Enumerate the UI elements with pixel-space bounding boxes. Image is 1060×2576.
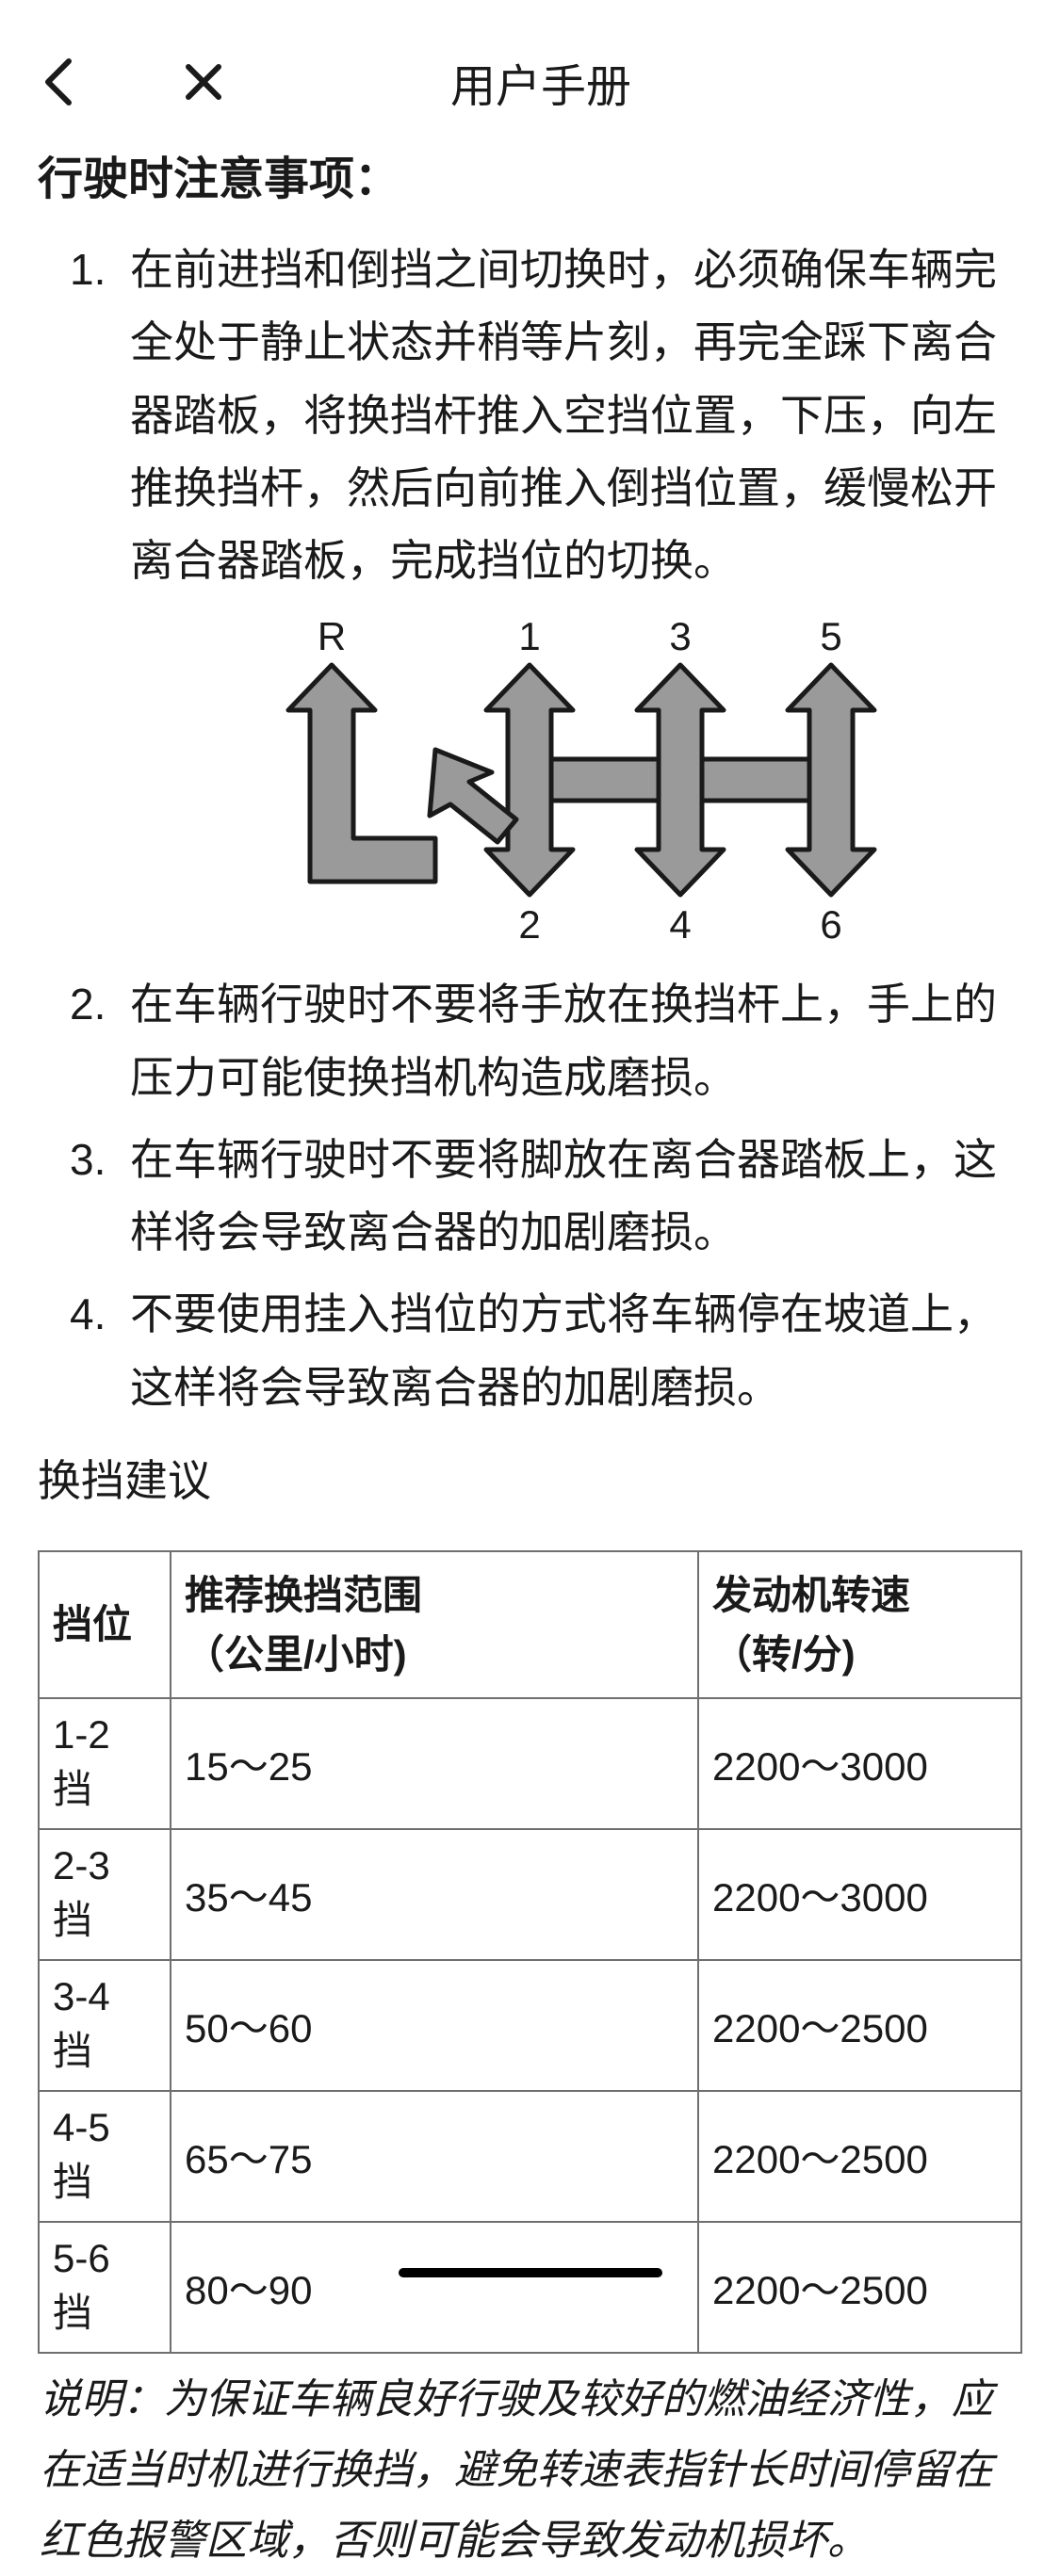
- svg-text:1: 1: [518, 614, 540, 658]
- table-cell: 5-6挡: [39, 2222, 171, 2353]
- svg-text:4: 4: [669, 902, 691, 947]
- gear-diagram: R 1 3 5 2 4 6: [130, 610, 1022, 949]
- table-header: 发动机转速（转/分): [698, 1551, 1021, 1698]
- table-cell: 4-5挡: [39, 2091, 171, 2222]
- back-button[interactable]: [38, 61, 79, 103]
- notice-list: 在前进挡和倒挡之间切换时，必须确保车辆完全处于静止状态并稍等片刻，再完全踩下离合…: [38, 234, 1022, 1424]
- list-item: 在前进挡和倒挡之间切换时，必须确保车辆完全处于静止状态并稍等片刻，再完全踩下离合…: [38, 234, 1022, 949]
- table-cell: 2200～3000: [698, 1829, 1021, 1960]
- table-cell: 35～45: [171, 1829, 698, 1960]
- table-header: 挡位: [39, 1551, 171, 1698]
- svg-text:R: R: [317, 614, 345, 658]
- home-indicator: [399, 2268, 662, 2277]
- table-cell: 2-3挡: [39, 1829, 171, 1960]
- header: 用户手册: [0, 0, 1060, 141]
- list-item-text: 在车辆行驶时不要将手放在换挡杆上，手上的压力可能使换挡机构造成磨损。: [130, 980, 997, 1101]
- table-row: 3-4挡50～602200～2500: [39, 1960, 1021, 2091]
- list-item-text: 在前进挡和倒挡之间切换时，必须确保车辆完全处于静止状态并稍等片刻，再完全踩下离合…: [130, 245, 997, 585]
- table-row: 4-5挡65～752200～2500: [39, 2091, 1021, 2222]
- list-item: 不要使用挂入挡位的方式将车辆停在坡道上，这样将会导致离合器的加剧磨损。: [38, 1278, 1022, 1424]
- table-row: 2-3挡35～452200～3000: [39, 1829, 1021, 1960]
- table-cell: 2200～2500: [698, 2091, 1021, 2222]
- list-item: 在车辆行驶时不要将脚放在离合器踏板上，这样将会导致离合器的加剧磨损。: [38, 1124, 1022, 1270]
- content: 行驶时注意事项： 在前进挡和倒挡之间切换时，必须确保车辆完全处于静止状态并稍等片…: [0, 141, 1060, 2576]
- table-header: 推荐换挡范围（公里/小时): [171, 1551, 698, 1698]
- shift-table: 挡位 推荐换挡范围（公里/小时) 发动机转速（转/分) 1-2挡15～25220…: [38, 1550, 1022, 2354]
- table-cell: 65～75: [171, 2091, 698, 2222]
- chevron-left-icon: [41, 57, 76, 106]
- svg-text:2: 2: [518, 902, 540, 947]
- table-cell: 2200～2500: [698, 1960, 1021, 2091]
- table-cell: 50～60: [171, 1960, 698, 2091]
- table-row: 1-2挡15～252200～3000: [39, 1698, 1021, 1829]
- shift-title: 换挡建议: [38, 1447, 1022, 1509]
- footer-note: 说明：为保证车辆良好行驶及较好的燃油经济性，应在适当时机进行换挡，避免转速表指针…: [38, 2365, 1022, 2576]
- table-cell: 2200～3000: [698, 1698, 1021, 1829]
- table-cell: 80～90: [171, 2222, 698, 2353]
- table-cell: 15～25: [171, 1698, 698, 1829]
- close-icon: [183, 61, 224, 103]
- section-heading: 行驶时注意事项：: [38, 141, 1022, 207]
- svg-text:5: 5: [820, 614, 841, 658]
- page-title: 用户手册: [450, 49, 631, 115]
- table-header-row: 挡位 推荐换挡范围（公里/小时) 发动机转速（转/分): [39, 1551, 1021, 1698]
- svg-text:3: 3: [669, 614, 691, 658]
- table-cell: 3-4挡: [39, 1960, 171, 2091]
- list-item: 在车辆行驶时不要将手放在换挡杆上，手上的压力可能使换挡机构造成磨损。: [38, 968, 1022, 1114]
- list-item-text: 不要使用挂入挡位的方式将车辆停在坡道上，这样将会导致离合器的加剧磨损。: [130, 1289, 997, 1411]
- svg-text:6: 6: [820, 902, 841, 947]
- list-item-text: 在车辆行驶时不要将脚放在离合器踏板上，这样将会导致离合器的加剧磨损。: [130, 1135, 997, 1256]
- table-row: 5-6挡80～902200～2500: [39, 2222, 1021, 2353]
- close-button[interactable]: [183, 61, 224, 103]
- table-cell: 2200～2500: [698, 2222, 1021, 2353]
- table-cell: 1-2挡: [39, 1698, 171, 1829]
